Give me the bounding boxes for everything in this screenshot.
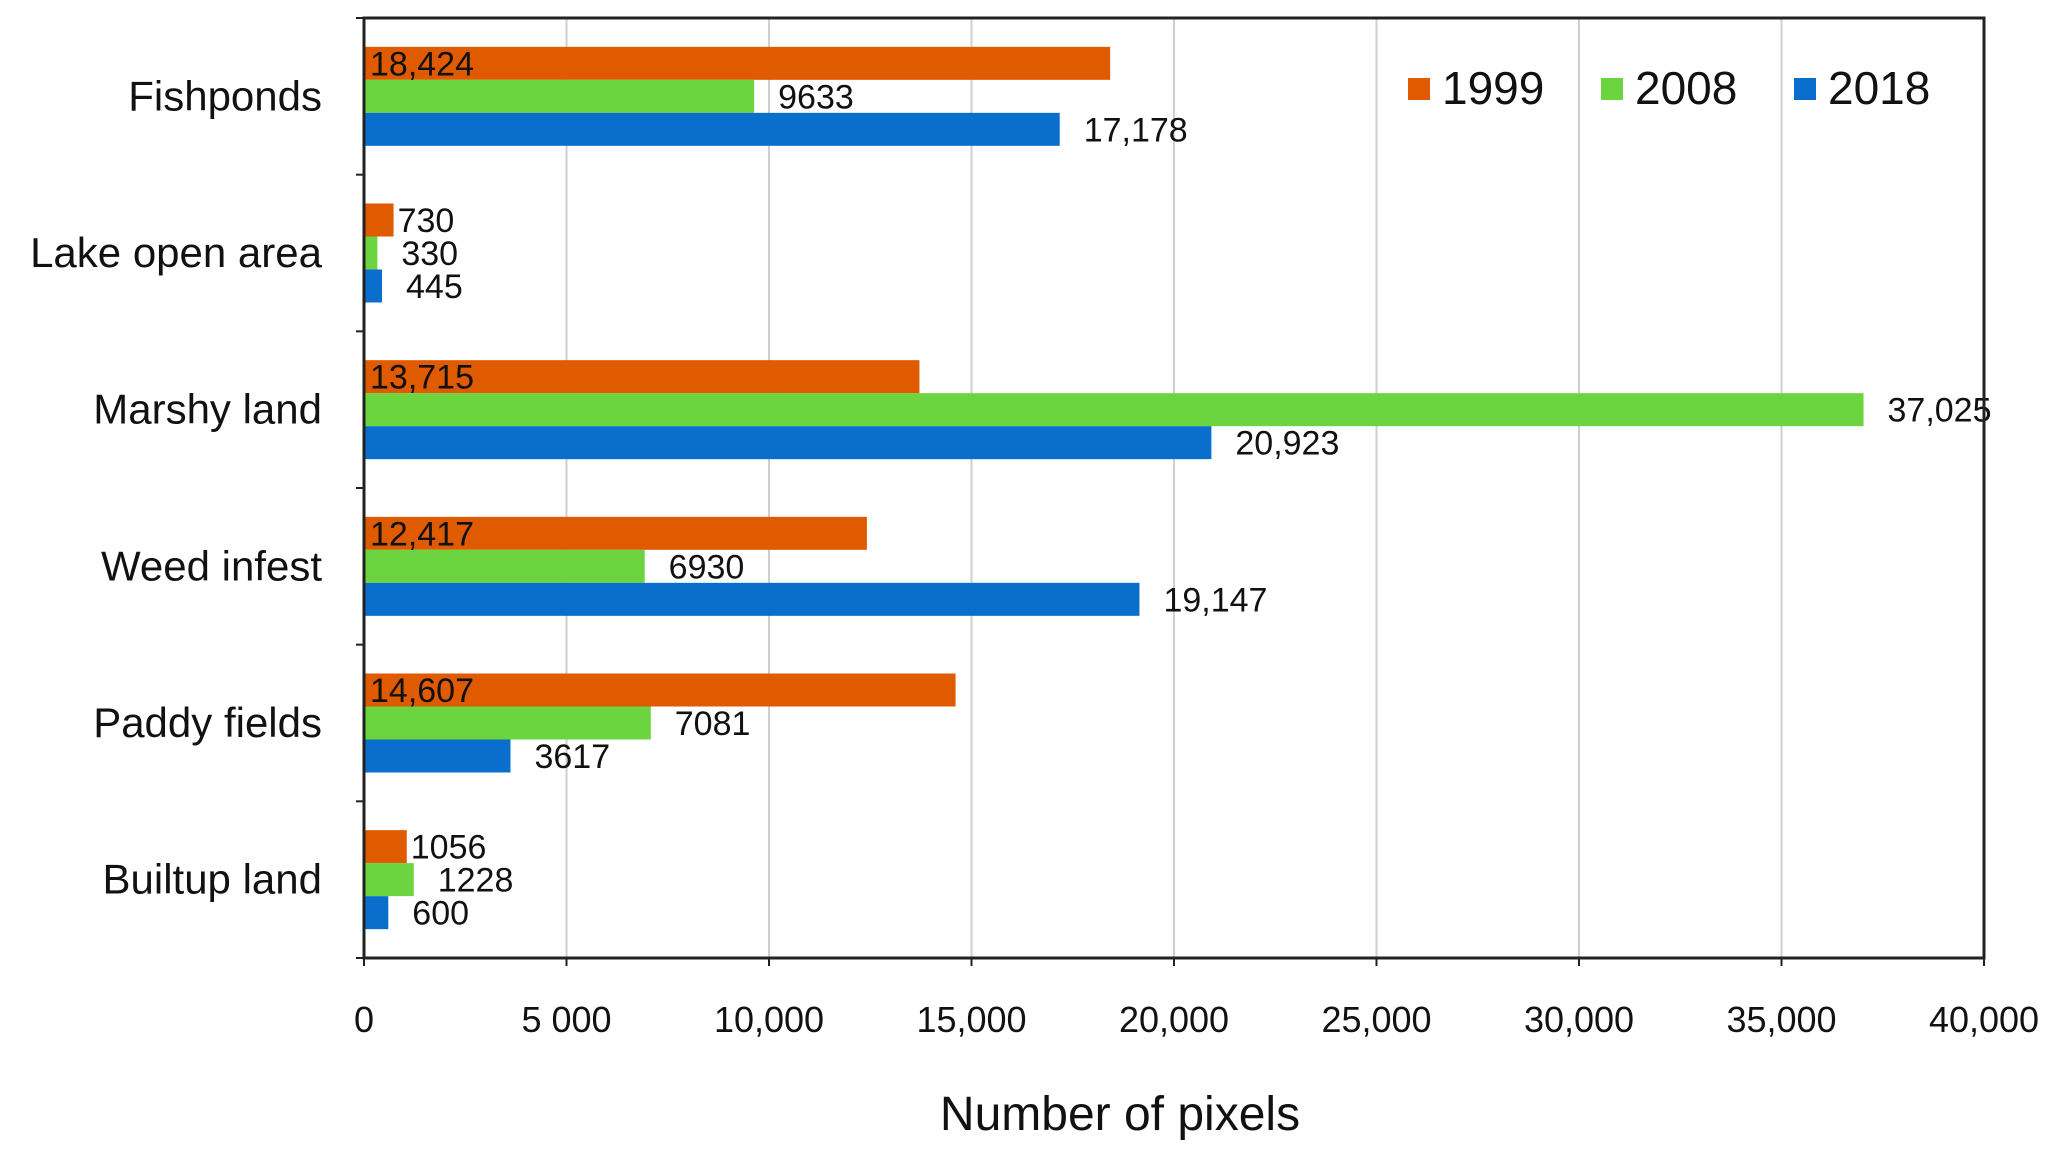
legend-swatch-1999: [1408, 78, 1430, 100]
legend-swatch-2008: [1601, 78, 1623, 100]
data-label-2018: 3617: [534, 738, 610, 776]
bar-2018: [364, 896, 389, 930]
data-label-2008: 330: [401, 235, 458, 273]
data-label-2018: 17,178: [1084, 111, 1188, 149]
x-tick-label: 40,000: [1929, 999, 2039, 1040]
grid-lines: [565, 18, 1783, 958]
bar-1999: [364, 360, 920, 394]
axes: 0 5 000 10,000 15,000 20,000 25,000 30,000 35,0…: [30, 17, 2039, 1040]
legend-label-1999: 1999: [1442, 62, 1544, 114]
data-label-2008: 37,025: [1888, 392, 1992, 430]
category-label: Fishponds: [128, 72, 322, 119]
bar-2008: [364, 706, 651, 740]
bar-1999: [364, 516, 867, 550]
bar-2008: [364, 393, 1864, 427]
bar-2018: [364, 739, 511, 773]
bar-1999: [364, 673, 956, 707]
category-label: Paddy fields: [93, 699, 322, 746]
category-label: Lake open area: [30, 229, 323, 276]
x-tick-label: 15,000: [916, 999, 1026, 1040]
x-tick-label: 0: [354, 999, 374, 1040]
x-tick-label: 25,000: [1321, 999, 1431, 1040]
data-label-1999: 12,417: [370, 515, 474, 553]
legend-label-2008: 2008: [1635, 62, 1737, 114]
category-label: Weed infest: [101, 542, 322, 589]
bar-1999: [364, 203, 394, 237]
data-label-2008: 1228: [438, 862, 514, 900]
data-label-1999: 18,424: [370, 45, 474, 83]
data-label-2018: 20,923: [1235, 425, 1339, 463]
x-tick-label: 5 000: [521, 999, 611, 1040]
bar-2008: [364, 549, 645, 583]
bar-2008: [364, 79, 755, 113]
bar-1999: [364, 46, 1111, 80]
data-label-2018: 445: [406, 268, 463, 306]
data-label-1999: 13,715: [370, 359, 474, 397]
bar-2018: [364, 426, 1212, 460]
x-tick-label: 20,000: [1119, 999, 1229, 1040]
legend-label-2018: 2018: [1828, 62, 1930, 114]
x-tick-label: 10,000: [714, 999, 824, 1040]
bar-1999: [364, 830, 407, 864]
data-label-2018: 600: [412, 895, 469, 933]
bar-2008: [364, 863, 414, 897]
x-axis-title: Number of pixels: [940, 1088, 1300, 1141]
bar-2018: [364, 269, 383, 303]
data-label-1999: 1056: [411, 829, 487, 867]
category-label: Builtup land: [103, 856, 323, 903]
data-label-1999: 730: [398, 202, 455, 240]
legend-swatch-2018: [1794, 78, 1816, 100]
x-tick-label: 35,000: [1726, 999, 1836, 1040]
bar-2018: [364, 582, 1140, 616]
data-label-2018: 19,147: [1163, 581, 1267, 619]
bar-2008: [364, 236, 378, 270]
bar-2018: [364, 112, 1060, 146]
legend: 1999 2008 2018: [1408, 62, 1930, 114]
data-label-2008: 6930: [669, 548, 745, 586]
bars: [364, 46, 1864, 930]
x-tick-label: 30,000: [1524, 999, 1634, 1040]
data-label-2008: 9633: [778, 78, 854, 116]
data-label-2008: 7081: [675, 705, 751, 743]
data-label-1999: 14,607: [370, 672, 474, 710]
category-label: Marshy land: [93, 386, 322, 433]
